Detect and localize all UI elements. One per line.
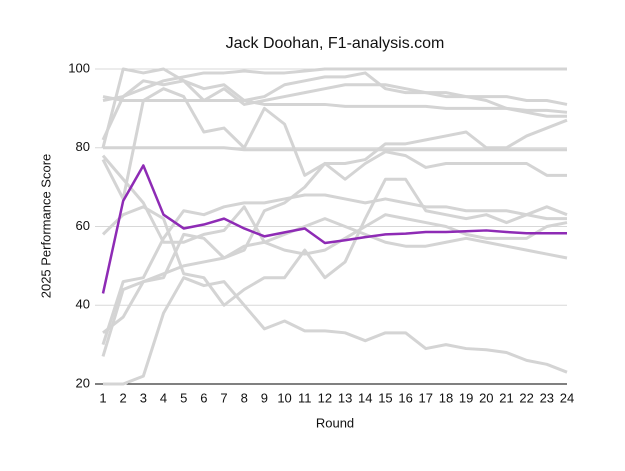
series-line <box>101 87 568 201</box>
x-tick-label: 19 <box>459 390 473 405</box>
x-tick-label: 9 <box>261 390 268 405</box>
x-tick-label: 10 <box>277 390 291 405</box>
x-axis-label: Round <box>316 415 354 430</box>
series-line <box>101 177 568 307</box>
y-tick-label: 80 <box>76 139 90 154</box>
x-tick-label: 1 <box>99 390 106 405</box>
x-tick-label: 7 <box>220 390 227 405</box>
series-line <box>102 95 568 114</box>
x-tick-label: 23 <box>540 390 554 405</box>
x-tick-label: 14 <box>358 390 372 405</box>
x-tick-label: 13 <box>338 390 352 405</box>
x-tick-label: 3 <box>140 390 147 405</box>
x-tick-label: 16 <box>398 390 412 405</box>
chart-title: Jack Doohan, F1-analysis.com <box>226 35 445 52</box>
series-line <box>103 276 568 386</box>
series-line <box>101 79 567 141</box>
x-tick-label: 5 <box>180 390 187 405</box>
y-tick-label: 60 <box>76 218 90 233</box>
y-tick-label: 20 <box>76 375 90 390</box>
series-line <box>101 193 567 346</box>
series-line <box>101 67 568 149</box>
y-axis-label: 2025 Performance Score <box>38 154 53 299</box>
x-tick-label: 11 <box>298 390 312 405</box>
x-tick-label: 2 <box>120 390 127 405</box>
x-tick-label: 4 <box>160 390 167 405</box>
x-tick-label: 18 <box>439 390 453 405</box>
series-line <box>101 154 568 256</box>
y-tick-label: 40 <box>76 297 90 312</box>
y-tick-label: 100 <box>68 60 90 75</box>
x-tick-label: 6 <box>200 390 207 405</box>
x-tick-label: 22 <box>519 390 533 405</box>
x-tick-label: 17 <box>419 390 433 405</box>
x-tick-label: 24 <box>560 390 574 405</box>
x-tick-label: 21 <box>499 390 513 405</box>
series-line <box>103 146 567 152</box>
x-tick-label: 8 <box>241 390 248 405</box>
x-tick-label: 15 <box>378 390 392 405</box>
x-tick-label: 20 <box>479 390 493 405</box>
x-tick-label: 12 <box>318 390 332 405</box>
series-line <box>101 164 567 294</box>
